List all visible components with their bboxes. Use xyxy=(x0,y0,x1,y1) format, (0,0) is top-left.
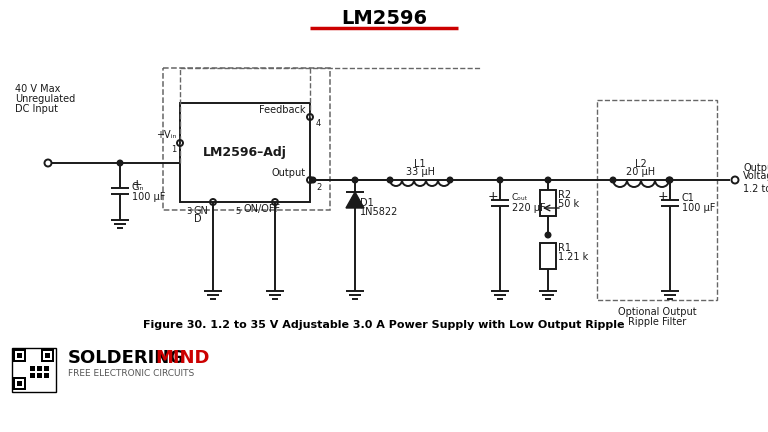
Text: Ripple Filter: Ripple Filter xyxy=(628,317,686,327)
Text: Figure 30. 1.2 to 35 V Adjustable 3.0 A Power Supply with Low Output Ripple: Figure 30. 1.2 to 35 V Adjustable 3.0 A … xyxy=(144,320,624,330)
Text: 40 V Max: 40 V Max xyxy=(15,84,61,94)
Text: 2: 2 xyxy=(316,182,321,191)
Text: L2: L2 xyxy=(635,159,647,169)
Circle shape xyxy=(118,160,123,166)
Text: 50 k: 50 k xyxy=(558,199,579,209)
Text: 100 μF: 100 μF xyxy=(682,203,715,213)
Polygon shape xyxy=(346,192,364,208)
Text: Output: Output xyxy=(272,168,306,178)
Text: Unregulated: Unregulated xyxy=(15,94,75,104)
Bar xyxy=(15,379,24,388)
Bar xyxy=(163,68,330,210)
Text: +Vᵢₙ: +Vᵢₙ xyxy=(156,130,176,140)
Circle shape xyxy=(667,177,673,183)
Bar xyxy=(44,373,49,378)
Text: D1: D1 xyxy=(360,198,374,208)
Bar xyxy=(540,243,556,269)
Circle shape xyxy=(611,177,616,183)
Circle shape xyxy=(497,177,503,183)
Text: R2: R2 xyxy=(558,190,571,200)
Text: LM2596–Adj: LM2596–Adj xyxy=(203,146,287,159)
Text: Cᵢₙ: Cᵢₙ xyxy=(132,182,144,192)
Text: 1.21 k: 1.21 k xyxy=(558,252,588,262)
Text: 4: 4 xyxy=(316,120,321,128)
Circle shape xyxy=(666,177,672,183)
Text: D: D xyxy=(194,214,202,224)
Text: 1.2 to 35 V @ 3.0 A: 1.2 to 35 V @ 3.0 A xyxy=(743,183,768,193)
Bar xyxy=(30,373,35,378)
Text: +: + xyxy=(488,190,498,203)
Text: 1: 1 xyxy=(170,144,176,153)
Bar xyxy=(45,353,50,358)
Bar xyxy=(37,366,42,371)
Text: 100 μF: 100 μF xyxy=(132,192,165,202)
Text: Output: Output xyxy=(743,163,768,173)
Text: L1: L1 xyxy=(414,159,425,169)
Text: R1: R1 xyxy=(558,243,571,253)
Text: LM2596: LM2596 xyxy=(341,9,427,28)
Bar xyxy=(44,366,49,371)
Bar xyxy=(15,351,24,360)
Text: ON/OFF: ON/OFF xyxy=(244,204,281,214)
Circle shape xyxy=(447,177,453,183)
Bar xyxy=(540,190,556,216)
Text: DC Input: DC Input xyxy=(15,104,58,114)
Text: +: + xyxy=(132,178,143,191)
Text: GN: GN xyxy=(194,206,209,216)
Text: Cₒᵤₜ: Cₒᵤₜ xyxy=(512,194,528,203)
Bar xyxy=(17,353,22,358)
Circle shape xyxy=(310,177,316,183)
Bar xyxy=(30,366,35,371)
Text: +: + xyxy=(658,190,669,203)
Bar xyxy=(41,349,54,362)
Text: Optional Output: Optional Output xyxy=(617,307,697,317)
Bar xyxy=(17,381,22,386)
Bar xyxy=(13,377,26,390)
Text: MIND: MIND xyxy=(155,349,210,367)
Circle shape xyxy=(545,232,551,238)
Text: 20 μH: 20 μH xyxy=(627,167,656,177)
Text: 220 μF: 220 μF xyxy=(512,203,545,213)
Text: SOLDERING: SOLDERING xyxy=(68,349,185,367)
Text: FREE ELECTRONIC CIRCUITS: FREE ELECTRONIC CIRCUITS xyxy=(68,369,194,378)
Circle shape xyxy=(387,177,392,183)
Circle shape xyxy=(545,177,551,183)
Text: 3: 3 xyxy=(186,206,191,216)
Bar xyxy=(180,103,310,202)
Bar xyxy=(37,373,42,378)
Text: Feedback: Feedback xyxy=(260,105,306,115)
Text: C1: C1 xyxy=(682,193,695,203)
Bar xyxy=(12,348,56,392)
Text: 5: 5 xyxy=(235,206,240,216)
Text: 33 μH: 33 μH xyxy=(406,167,435,177)
Bar xyxy=(13,349,26,362)
Bar xyxy=(43,351,52,360)
Text: 1N5822: 1N5822 xyxy=(360,207,399,217)
Text: Voltage: Voltage xyxy=(743,171,768,181)
Bar xyxy=(597,100,717,300)
Circle shape xyxy=(353,177,358,183)
